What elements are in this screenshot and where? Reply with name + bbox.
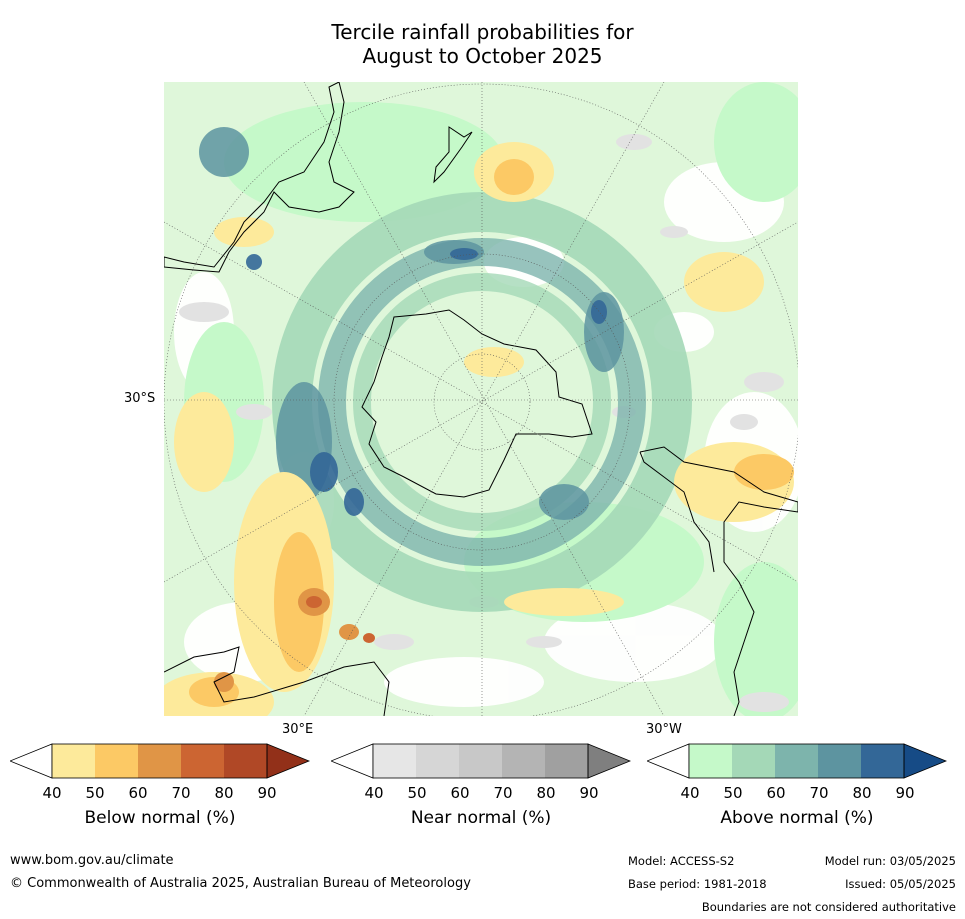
legend-tick: 60 [766,784,786,802]
colorbar-extend-low [10,743,53,779]
model-run-text: Model run: 03/05/2025 [824,854,956,868]
colorbar-segment [459,744,502,778]
colorbar-segment [689,744,732,778]
legend-tick: 50 [723,784,743,802]
legend-tick: 40 [364,784,384,802]
copyright-text: © Commonwealth of Australia 2025, Austra… [10,876,471,891]
title-line-1: Tercile rainfall probabilities for [331,20,634,44]
lon-label-30e: 30°E [282,722,314,737]
legend-tick: 40 [42,784,62,802]
colorbar-segment [818,744,861,778]
legend-above-normal: 40 50 60 70 80 90 Above normal (%) [647,742,947,842]
colorbar-extend-low [647,743,690,779]
colorbar-segment [861,744,904,778]
colorbar-segment [545,744,588,778]
legend-tick: 90 [257,784,277,802]
legend-tick: 90 [895,784,915,802]
legend-tick: 80 [214,784,234,802]
website-link[interactable]: www.bom.gov.au/climate [10,853,174,868]
issued-text: Issued: 05/05/2025 [845,877,956,891]
colorbar-segment [373,744,416,778]
legend-above-label: Above normal (%) [720,808,874,828]
legend-above-colorbar [647,743,947,779]
legend-tick: 50 [85,784,105,802]
lat-label-30s: 30°S [124,391,156,406]
model-text: Model: ACCESS-S2 [628,854,735,868]
colorbar-outline [688,743,905,779]
colorbar-segment [775,744,818,778]
legend-below-normal: 40 50 60 70 80 90 Below normal (%) [10,742,310,842]
colorbar-segment [138,744,181,778]
legend-near-normal: 40 50 60 70 80 90 Near normal (%) [331,742,631,842]
colorbar-segment [181,744,224,778]
colorbar-outline [372,743,589,779]
legend-below-ticks: 40 50 60 70 80 90 [10,784,310,804]
colorbar-extend-high [266,743,310,779]
colorbar-segment [95,744,138,778]
legend-tick: 70 [171,784,191,802]
lon-label-30w: 30°W [646,722,682,737]
colorbar-segment [224,744,267,778]
colorbar-extend-low [331,743,374,779]
legend-tick: 70 [493,784,513,802]
legend-near-ticks: 40 50 60 70 80 90 [331,784,631,804]
boundaries-disclaimer: Boundaries are not considered authoritat… [701,900,956,914]
legend-below-label: Below normal (%) [84,808,236,828]
polar-map [164,82,798,716]
legend-tick: 60 [128,784,148,802]
legend-near-colorbar [331,743,631,779]
legend-tick: 80 [536,784,556,802]
colorbar-segment [732,744,775,778]
legend-tick: 40 [680,784,700,802]
legend-below-colorbar [10,743,310,779]
polar-map-graphic [164,82,798,716]
colorbar-extend-high [587,743,631,779]
colorbar-segment [52,744,95,778]
legend-tick: 90 [579,784,599,802]
colorbar-outline [51,743,268,779]
colorbar-segment [416,744,459,778]
legend-tick: 50 [407,784,427,802]
legend-near-label: Near normal (%) [410,808,552,828]
legend-above-ticks: 40 50 60 70 80 90 [647,784,947,804]
colorbar-segment [502,744,545,778]
legend-tick: 60 [450,784,470,802]
base-period-text: Base period: 1981-2018 [628,877,767,891]
legend-tick: 80 [852,784,872,802]
title-line-2: August to October 2025 [362,44,603,68]
legend-tick: 70 [809,784,829,802]
map-title: Tercile rainfall probabilities for Augus… [0,20,965,68]
colorbar-extend-high [903,743,947,779]
